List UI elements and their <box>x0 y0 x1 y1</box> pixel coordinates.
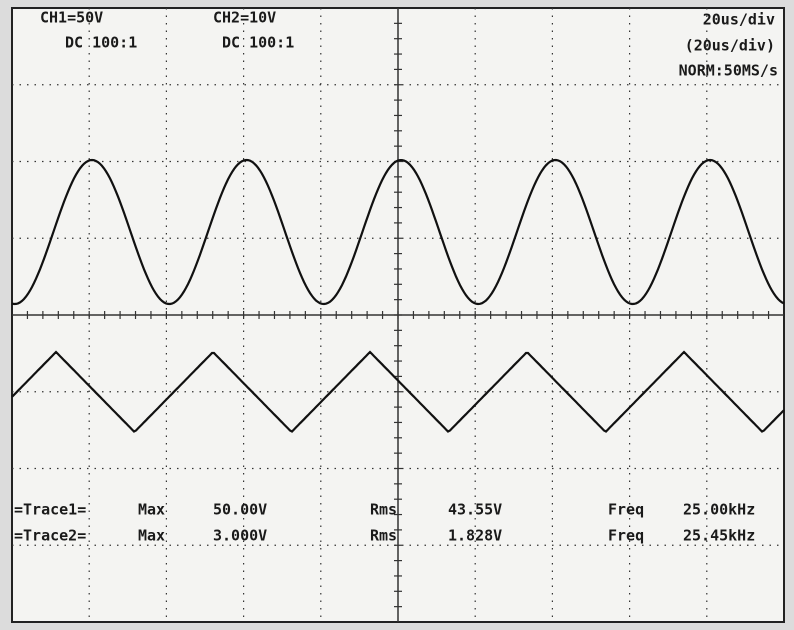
triangle-trace <box>11 350 785 433</box>
measurement-max: 3.000V <box>213 527 267 545</box>
sine-trace <box>11 158 785 306</box>
waveforms <box>11 158 785 433</box>
measurement-freq: 25.45kHz <box>683 527 755 545</box>
measurements: =Trace1= Max 50.00V Rms 43.55V Freq 25.00kHz =T… <box>14 501 755 545</box>
measurement-rms: 1.828V <box>448 527 502 545</box>
header: CH1=50V DC 100:1 CH2=10V DC 100:1 20us/d… <box>40 9 778 80</box>
timebase: 20us/div <box>703 11 775 29</box>
graticule <box>12 8 784 622</box>
measurement-freq-label: Freq <box>608 501 644 519</box>
measurement-freq-label: Freq <box>608 527 644 545</box>
measurement-trace: =Trace1= <box>14 501 86 519</box>
measurement-rms-label: Rms <box>370 501 397 519</box>
measurement-max-label: Max <box>138 501 165 519</box>
measurement-max: 50.00V <box>213 501 267 519</box>
timebase-alt: (20us/div) <box>685 37 775 55</box>
ch1-scale: CH1=50V <box>40 9 103 27</box>
measurement-max-label: Max <box>138 527 165 545</box>
measurement-rms-label: Rms <box>370 527 397 545</box>
ch1-coupling: DC 100:1 <box>65 34 137 52</box>
ch2-scale: CH2=10V <box>213 9 276 27</box>
measurement-rms: 43.55V <box>448 501 502 519</box>
measurement-freq: 25.00kHz <box>683 501 755 519</box>
acq-mode: NORM:50MS/s <box>679 62 778 80</box>
measurement-trace: =Trace2= <box>14 527 86 545</box>
ch2-coupling: DC 100:1 <box>222 34 294 52</box>
